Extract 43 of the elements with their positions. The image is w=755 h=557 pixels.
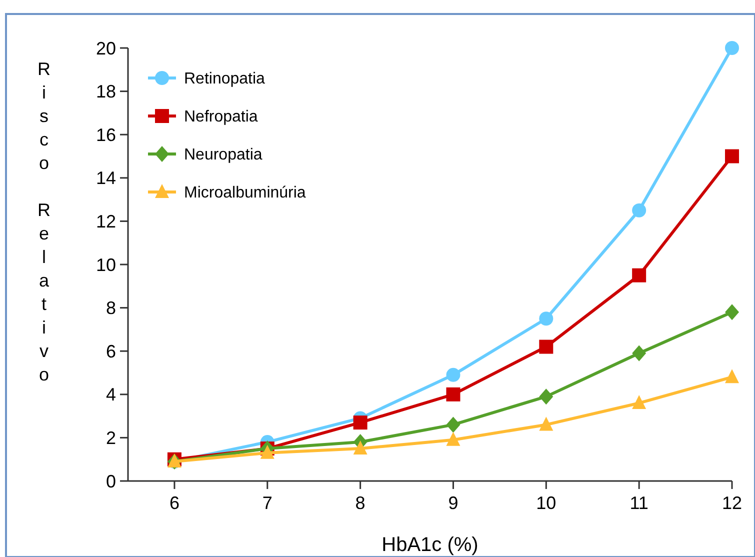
- y-tick-label: 4: [106, 384, 116, 405]
- point: [725, 304, 739, 320]
- y-tick-label: 0: [106, 471, 116, 492]
- point: [539, 312, 554, 326]
- point: [446, 432, 460, 446]
- text: Risco Relativo: [38, 59, 50, 384]
- y-tick-label: 18: [96, 82, 116, 102]
- y-tick-label: 10: [96, 254, 116, 275]
- point: [725, 149, 739, 164]
- legend-label: Neuropatia: [184, 146, 262, 164]
- y-tick-label: 6: [106, 341, 116, 362]
- y-tick-label: 12: [96, 212, 116, 232]
- point: [725, 41, 739, 55]
- legend-label: Microalbuminúria: [184, 184, 306, 202]
- point: [446, 416, 460, 433]
- y-tick-label: 16: [96, 124, 116, 145]
- point: [725, 369, 739, 384]
- x-tick-label: 10: [536, 493, 556, 513]
- y-tick-label: 20: [96, 38, 116, 58]
- legend-label: Nefropatia: [184, 108, 258, 126]
- point: [539, 388, 554, 405]
- point: [632, 203, 646, 218]
- point: [353, 416, 368, 430]
- point: [632, 268, 646, 282]
- x-axis-title: HbA1c (%): [382, 534, 478, 556]
- x-tick-label: 9: [448, 493, 458, 513]
- point: [539, 416, 554, 431]
- x-tick-label: 7: [262, 493, 272, 513]
- y-tick-label: 2: [106, 428, 116, 448]
- x-tick-label: 11: [630, 493, 648, 513]
- point: [260, 444, 274, 459]
- x-tick-label: 12: [722, 493, 742, 513]
- y-tick-label: 14: [96, 168, 116, 188]
- point: [632, 345, 646, 362]
- x-tick-label: 8: [355, 493, 366, 513]
- point: [446, 368, 460, 382]
- point: [353, 440, 368, 455]
- y-tick-label: 8: [106, 298, 116, 318]
- x-tick-label: 6: [169, 493, 180, 513]
- point: [446, 387, 460, 402]
- point: [632, 395, 646, 410]
- point: [539, 340, 554, 354]
- legend-label: Retinopatia: [184, 70, 266, 88]
